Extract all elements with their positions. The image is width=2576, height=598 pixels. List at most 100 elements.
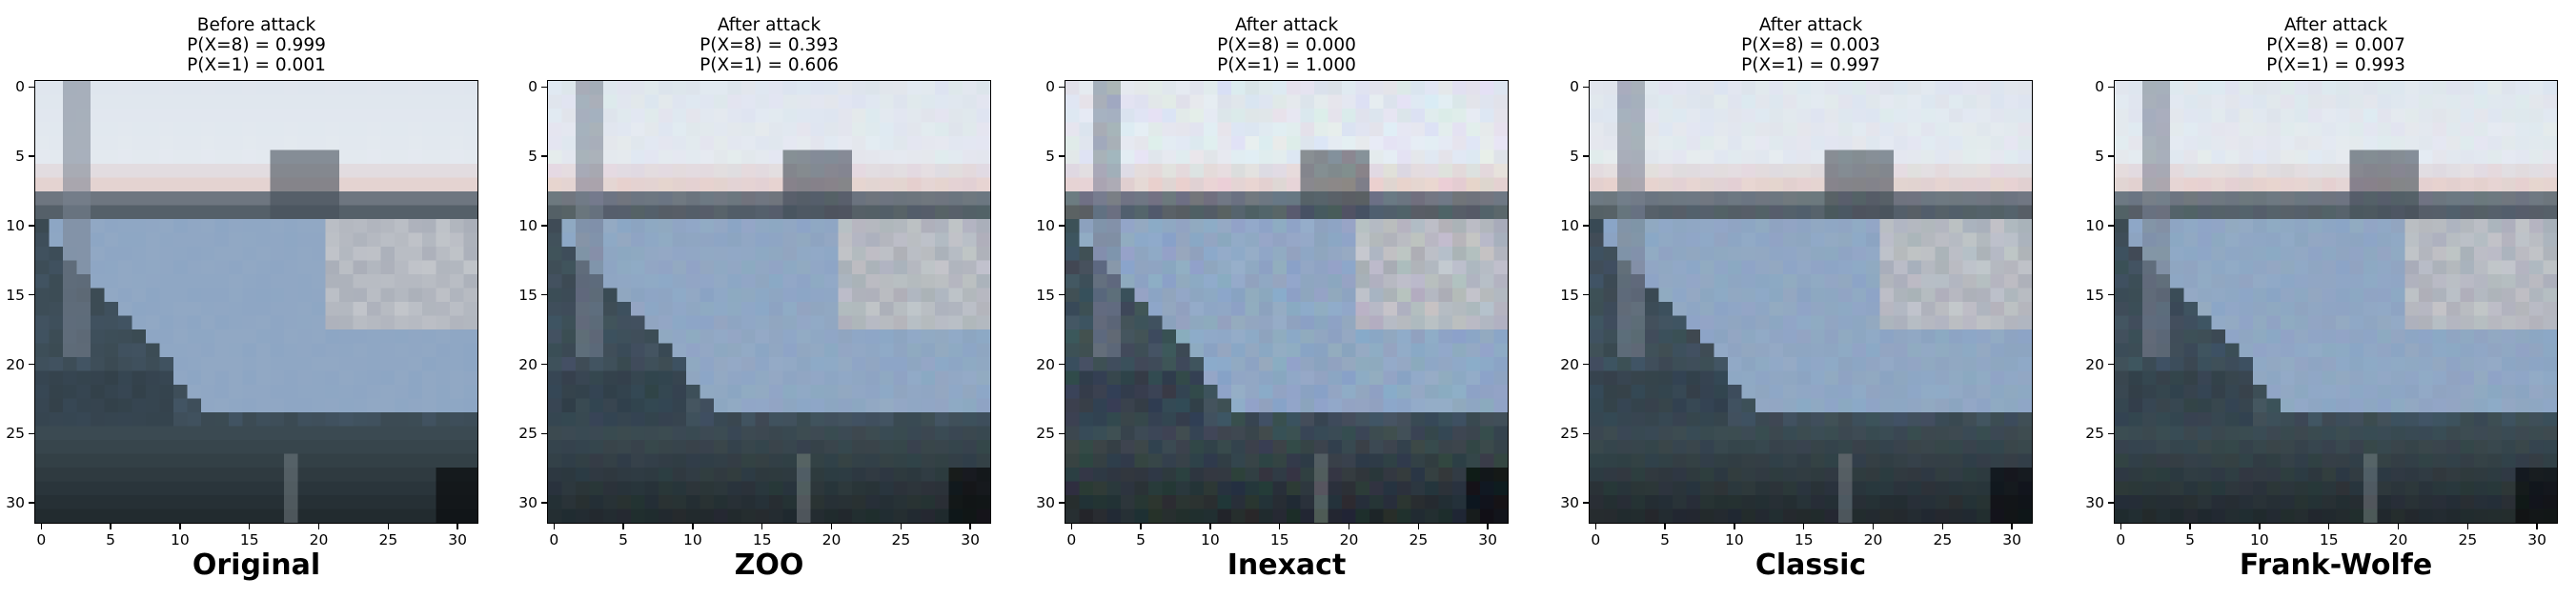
ship-image: [1065, 81, 1508, 523]
x-tick-label: 25: [378, 531, 398, 548]
y-tick-label: 10: [1560, 216, 1579, 234]
x-tick-mark: [248, 524, 251, 529]
y-tick-mark: [29, 155, 34, 157]
x-tick-label: 0: [2116, 531, 2126, 548]
x-tick-label: 20: [2388, 531, 2408, 548]
y-tick-mark: [1583, 293, 1589, 296]
x-tick-label: 20: [309, 531, 329, 548]
x-tick-mark: [900, 524, 903, 529]
y-tick-label: 0: [15, 78, 25, 96]
y-tick-mark: [2108, 86, 2114, 89]
y-tick-label: 15: [1560, 286, 1579, 304]
subplot-title-line: P(X=1) = 0.001: [187, 55, 326, 75]
y-tick-label: 5: [2095, 148, 2104, 166]
y-tick-label: 10: [518, 216, 538, 234]
y-tick-mark: [541, 293, 547, 296]
method-caption: Original: [192, 548, 321, 582]
y-tick-label: 0: [1570, 78, 1579, 96]
x-tick-mark: [1802, 524, 1805, 529]
method-caption: Inexact: [1227, 548, 1347, 582]
y-tick-label: 5: [1045, 148, 1055, 166]
y-tick-label: 25: [518, 425, 538, 443]
x-tick-mark: [1417, 524, 1420, 529]
y-tick-label: 5: [528, 148, 538, 166]
x-tick-mark: [1487, 524, 1489, 529]
ship-image: [2115, 81, 2557, 523]
image-axes: [34, 80, 478, 524]
x-tick-label: 25: [1409, 531, 1429, 548]
y-tick-mark: [2108, 155, 2114, 157]
subplot-title: After attack P(X=8) = 0.003 P(X=1) = 0.997: [1572, 15, 2049, 75]
x-tick-mark: [179, 524, 181, 529]
x-tick-mark: [317, 524, 320, 529]
y-tick-label: 10: [2085, 216, 2104, 234]
subplot-title: After attack P(X=8) = 0.007 P(X=1) = 0.993: [2098, 15, 2574, 75]
subplot-title-line: P(X=1) = 0.993: [2266, 55, 2405, 75]
x-tick-mark: [2120, 524, 2122, 529]
y-tick-label: 30: [1560, 494, 1579, 512]
subplot-title: After attack P(X=8) = 0.393 P(X=1) = 0.606: [531, 15, 1007, 75]
y-tick-mark: [541, 86, 547, 89]
x-tick-label: 10: [1201, 531, 1220, 548]
subplot-title-line: P(X=8) = 0.999: [187, 35, 326, 55]
image-axes: [2114, 80, 2558, 524]
subplot-title-line: P(X=1) = 0.606: [700, 55, 839, 75]
y-tick-label: 20: [6, 355, 25, 373]
x-tick-label: 0: [549, 531, 559, 548]
y-tick-mark: [541, 225, 547, 227]
subplot-title: Before attack P(X=8) = 0.999 P(X=1) = 0.00…: [18, 15, 495, 75]
x-tick-mark: [1140, 524, 1142, 529]
subplot-title: After attack P(X=8) = 0.000 P(X=1) = 1.000: [1048, 15, 1525, 75]
x-tick-label: 5: [1136, 531, 1146, 548]
x-tick-mark: [2259, 524, 2261, 529]
y-tick-mark: [541, 363, 547, 366]
y-tick-label: 30: [1036, 494, 1055, 512]
y-tick-mark: [1583, 155, 1589, 157]
x-tick-mark: [622, 524, 624, 529]
x-tick-mark: [456, 524, 458, 529]
method-caption: Frank-Wolfe: [2239, 548, 2433, 582]
x-tick-mark: [1070, 524, 1073, 529]
x-tick-label: 0: [1066, 531, 1077, 548]
y-tick-label: 20: [1036, 355, 1055, 373]
subplot-title-line: After attack: [717, 15, 821, 35]
subplot-title-line: P(X=1) = 1.000: [1217, 55, 1356, 75]
subplot-title-line: P(X=8) = 0.000: [1217, 35, 1356, 55]
x-tick-mark: [2327, 524, 2330, 529]
x-tick-mark: [761, 524, 763, 529]
y-tick-label: 25: [1560, 425, 1579, 443]
y-tick-label: 10: [6, 216, 25, 234]
x-tick-label: 0: [36, 531, 47, 548]
y-tick-label: 5: [15, 148, 25, 166]
x-tick-label: 30: [2002, 531, 2022, 548]
image-axes: [1589, 80, 2033, 524]
x-tick-label: 10: [683, 531, 702, 548]
y-tick-mark: [1059, 225, 1065, 227]
y-tick-label: 15: [6, 286, 25, 304]
x-tick-label: 25: [2458, 531, 2478, 548]
ship-image: [548, 81, 990, 523]
x-tick-mark: [969, 524, 971, 529]
y-tick-label: 15: [1036, 286, 1055, 304]
x-tick-mark: [1594, 524, 1597, 529]
subplot-title-line: P(X=8) = 0.393: [700, 35, 839, 55]
y-tick-mark: [29, 502, 34, 504]
y-tick-label: 30: [518, 494, 538, 512]
x-tick-label: 30: [448, 531, 468, 548]
x-tick-mark: [1278, 524, 1281, 529]
y-tick-label: 30: [2085, 494, 2104, 512]
x-tick-label: 20: [1339, 531, 1359, 548]
y-tick-mark: [2108, 363, 2114, 366]
ship-image: [35, 81, 477, 523]
x-tick-mark: [2189, 524, 2191, 529]
method-caption: ZOO: [734, 548, 804, 582]
subplot-title-line: After attack: [1234, 15, 1339, 35]
x-tick-mark: [553, 524, 556, 529]
y-tick-mark: [2108, 225, 2114, 227]
y-tick-mark: [29, 293, 34, 296]
y-tick-label: 25: [1036, 425, 1055, 443]
x-tick-label: 10: [171, 531, 190, 548]
x-tick-label: 5: [619, 531, 629, 548]
